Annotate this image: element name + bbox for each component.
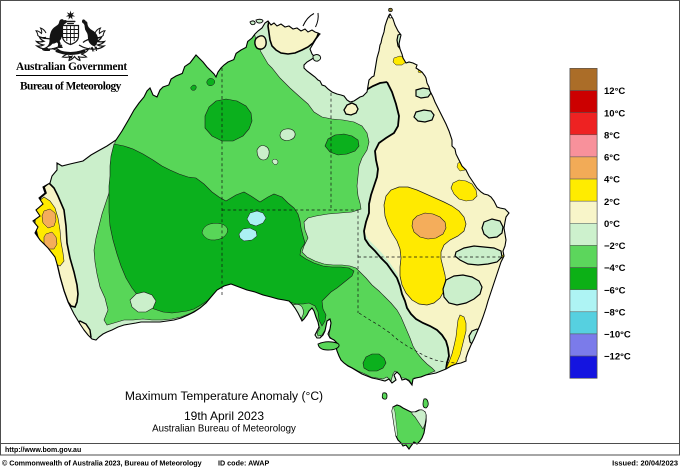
svg-text:2°C: 2°C	[604, 197, 620, 208]
svg-text:http://www.bom.gov.au: http://www.bom.gov.au	[5, 447, 81, 454]
svg-text:12°C: 12°C	[604, 86, 625, 97]
svg-text:6°C: 6°C	[604, 153, 620, 164]
svg-text:4°C: 4°C	[604, 175, 620, 186]
svg-text:ID code: AWAP: ID code: AWAP	[218, 459, 269, 467]
svg-text:−10°C: −10°C	[604, 330, 631, 341]
svg-text:10°C: 10°C	[604, 108, 625, 119]
svg-text:−12°C: −12°C	[604, 352, 631, 363]
svg-text:0°C: 0°C	[604, 219, 620, 230]
svg-text:Australian Government: Australian Government	[16, 61, 127, 73]
svg-text:© Commonwealth of Australia 20: © Commonwealth of Australia 2023, Bureau…	[2, 459, 202, 467]
svg-text:8°C: 8°C	[604, 130, 620, 141]
svg-text:−6°C: −6°C	[604, 285, 626, 296]
svg-text:Maximum Temperature Anomaly (°: Maximum Temperature Anomaly (°C)	[125, 389, 323, 403]
svg-text:Australian Bureau of Meteorolo: Australian Bureau of Meteorology	[152, 424, 296, 435]
svg-text:Issued: 20/04/2023: Issued: 20/04/2023	[612, 459, 678, 467]
svg-text:−4°C: −4°C	[604, 263, 626, 274]
svg-text:19th April 2023: 19th April 2023	[184, 409, 264, 423]
svg-text:Bureau of Meteorology: Bureau of Meteorology	[20, 81, 122, 93]
svg-text:−2°C: −2°C	[604, 241, 626, 252]
svg-text:−8°C: −8°C	[604, 307, 626, 318]
